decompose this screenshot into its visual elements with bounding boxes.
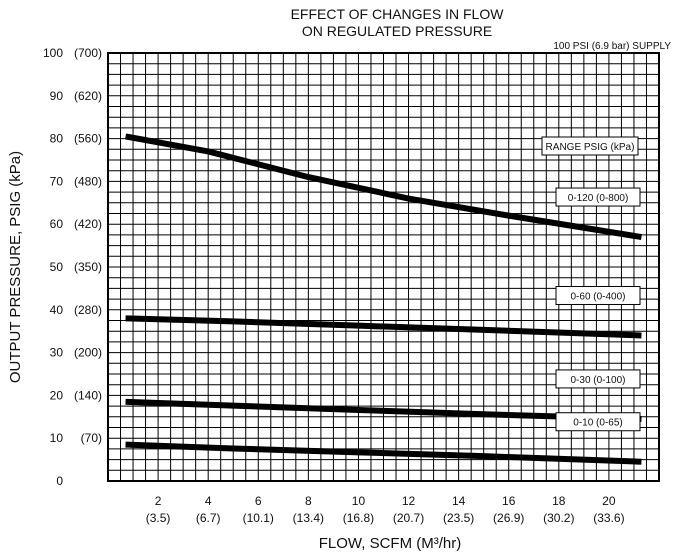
y-tick-label-kpa: (620) bbox=[74, 89, 102, 103]
y-axis-label: OUTPUT PRESSURE, PSIG (kPa) bbox=[7, 151, 24, 383]
x-tick-label-m3hr: (10.1) bbox=[243, 511, 274, 525]
x-tick-label: 12 bbox=[402, 494, 416, 508]
y-tick-label: 100 bbox=[43, 46, 63, 60]
y-tick-label: 40 bbox=[50, 303, 64, 317]
x-tick-label-m3hr: (33.6) bbox=[593, 511, 624, 525]
x-tick-label-m3hr: (26.9) bbox=[493, 511, 524, 525]
y-tick-label: 70 bbox=[50, 174, 64, 188]
series-label: 0-60 (0-400) bbox=[556, 286, 640, 304]
chart-title-line-1: EFFECT OF CHANGES IN FLOW bbox=[291, 6, 505, 22]
x-tick-label: 10 bbox=[352, 494, 366, 508]
x-tick-label-m3hr: (16.8) bbox=[343, 511, 374, 525]
y-tick-label: 80 bbox=[50, 132, 64, 146]
x-tick-label-m3hr: (20.7) bbox=[393, 511, 424, 525]
series-label: 0-120 (0-800) bbox=[556, 188, 640, 206]
series-label-text: 0-120 (0-800) bbox=[568, 193, 629, 204]
x-tick-label: 8 bbox=[305, 494, 312, 508]
y-tick-label: 0 bbox=[56, 474, 63, 488]
y-tick-label: 50 bbox=[50, 260, 64, 274]
y-tick-label-kpa: (280) bbox=[74, 303, 102, 317]
x-axis-label: FLOW, SCFM (M³/hr) bbox=[319, 535, 462, 552]
y-tick-label: 30 bbox=[50, 346, 64, 360]
x-tick-label: 6 bbox=[255, 494, 262, 508]
y-tick-label: 90 bbox=[50, 89, 64, 103]
y-tick-label-kpa: (70) bbox=[81, 431, 102, 445]
legend-title-box: RANGE PSIG (kPa) bbox=[542, 137, 638, 155]
y-tick-label-kpa: (700) bbox=[74, 46, 102, 60]
y-tick-label-kpa: (420) bbox=[74, 217, 102, 231]
x-tick-label: 18 bbox=[552, 494, 566, 508]
x-tick-label-m3hr: (6.7) bbox=[196, 511, 221, 525]
x-tick-label-m3hr: (23.5) bbox=[443, 511, 474, 525]
x-tick-label-m3hr: (30.2) bbox=[543, 511, 574, 525]
y-tick-label-kpa: (350) bbox=[74, 260, 102, 274]
y-tick-label-kpa: (560) bbox=[74, 132, 102, 146]
y-tick-label: 60 bbox=[50, 217, 64, 231]
y-tick-label-kpa: (140) bbox=[74, 388, 102, 402]
y-tick-label-kpa: (480) bbox=[74, 174, 102, 188]
x-tick-label: 14 bbox=[452, 494, 466, 508]
x-axis-ticks: 2 (3.5) 4 (6.7) 6 (10.1) 8 (13.4) 10 (16.8) 12 (20.… bbox=[146, 494, 625, 525]
series-label: 0-30 (0-100) bbox=[556, 370, 640, 388]
legend-title: RANGE PSIG (kPa) bbox=[546, 142, 635, 153]
series-label-text: 0-10 (0-65) bbox=[573, 418, 622, 429]
x-tick-label: 20 bbox=[602, 494, 616, 508]
y-tick-label-kpa: (200) bbox=[74, 346, 102, 360]
x-tick-label: 16 bbox=[502, 494, 516, 508]
series-label: 0-10 (0-65) bbox=[556, 413, 640, 431]
y-tick-label: 10 bbox=[50, 431, 64, 445]
x-tick-label-m3hr: (13.4) bbox=[293, 511, 324, 525]
series-label-text: 0-30 (0-100) bbox=[570, 375, 625, 386]
x-tick-label: 4 bbox=[205, 494, 212, 508]
y-axis-ticks: 100 (700)90 (620)80 (560)70 (480)60 (420)50 (3… bbox=[43, 46, 102, 488]
x-tick-label: 2 bbox=[155, 494, 162, 508]
chart-subtitle: 100 PSI (6.9 bar) SUPPLY bbox=[553, 41, 671, 52]
chart-title-line-2: ON REGULATED PRESSURE bbox=[302, 23, 492, 39]
series-label-text: 0-60 (0-400) bbox=[570, 291, 625, 302]
y-tick-label: 20 bbox=[50, 388, 64, 402]
x-tick-label-m3hr: (3.5) bbox=[146, 511, 171, 525]
